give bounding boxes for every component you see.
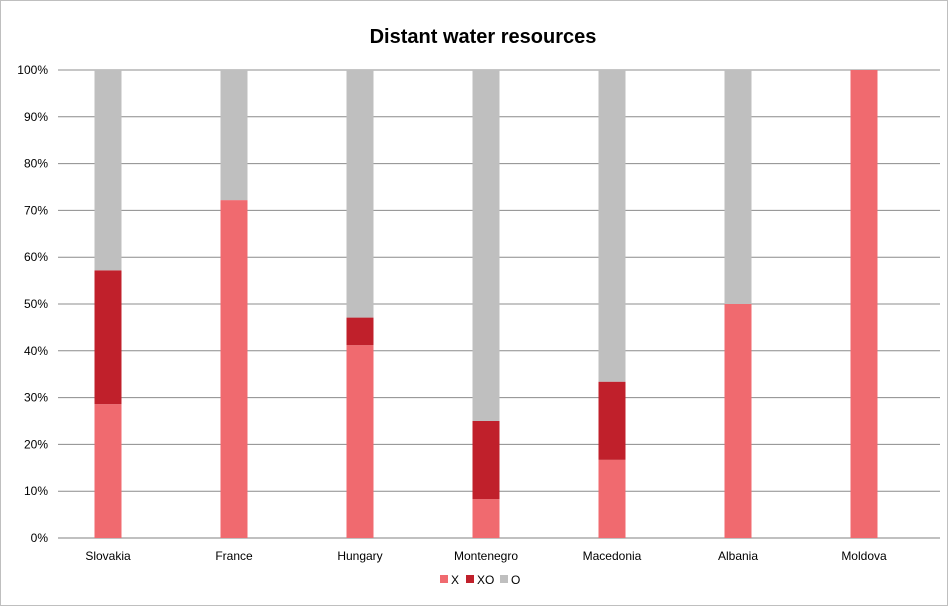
bars	[94, 70, 878, 538]
bar-segment-montenegro-o	[472, 70, 500, 421]
y-tick-label: 100%	[17, 63, 48, 77]
legend-swatch-o	[500, 575, 508, 583]
bar-segment-macedonia-o	[598, 70, 626, 382]
x-axis-labels: Slovakia France Hungary Montenegro Macedonia…	[85, 549, 887, 563]
legend-label-x: X	[451, 573, 459, 587]
y-tick-label: 40%	[24, 344, 48, 358]
y-tick-label: 90%	[24, 110, 48, 124]
bar-segment-slovakia-o	[94, 70, 122, 271]
legend-label-o: O	[511, 573, 520, 587]
legend-swatch-x	[440, 575, 448, 583]
legend-label-xo: XO	[477, 573, 494, 587]
x-tick-label: France	[215, 549, 253, 563]
x-tick-label: Moldova	[841, 549, 887, 563]
legend: X XO O	[440, 573, 520, 587]
bar-segment-macedonia-x	[598, 459, 626, 538]
bar-segment-france-x	[220, 200, 248, 538]
y-tick-label: 30%	[24, 391, 48, 405]
bar-segment-france-o	[220, 70, 248, 201]
y-tick-label: 80%	[24, 157, 48, 171]
bar-segment-hungary-xo	[346, 317, 374, 346]
y-tick-label: 60%	[24, 250, 48, 264]
bar-segment-moldova-x	[850, 70, 878, 538]
bar-segment-montenegro-xo	[472, 421, 500, 500]
y-axis-ticks: 0% 10% 20% 30% 40% 50% 60% 70% 80% 90% 100%	[17, 63, 48, 545]
x-tick-label: Montenegro	[454, 549, 518, 563]
bar-segment-slovakia-x	[94, 404, 122, 538]
y-tick-label: 0%	[31, 531, 49, 545]
x-tick-label: Macedonia	[583, 549, 642, 563]
y-tick-label: 70%	[24, 203, 48, 217]
bar-segment-albania-x	[724, 304, 752, 538]
y-tick-label: 20%	[24, 437, 48, 451]
bar-segment-macedonia-xo	[598, 381, 626, 460]
y-tick-label: 50%	[24, 297, 48, 311]
x-tick-label: Slovakia	[85, 549, 131, 563]
bar-segment-hungary-o	[346, 70, 374, 318]
x-tick-label: Albania	[718, 549, 758, 563]
bar-segment-montenegro-x	[472, 499, 500, 538]
legend-swatch-xo	[466, 575, 474, 583]
y-tick-label: 10%	[24, 484, 48, 498]
bar-segment-albania-o	[724, 70, 752, 304]
chart-title: Distant water resources	[370, 26, 597, 48]
bar-segment-slovakia-xo	[94, 270, 122, 405]
x-tick-label: Hungary	[337, 549, 382, 563]
bar-segment-hungary-x	[346, 345, 374, 538]
